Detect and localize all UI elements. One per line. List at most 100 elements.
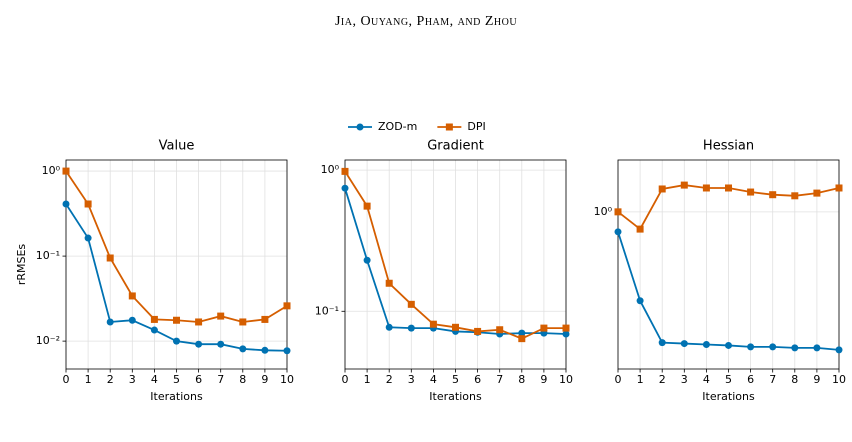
data-point (518, 329, 526, 337)
y-tick-label: 10⁰ (321, 163, 340, 176)
x-tick-label: 8 (239, 373, 246, 386)
legend-marker (445, 123, 453, 131)
plot-frame (617, 159, 840, 370)
data-point (614, 208, 622, 216)
x-tick-label: 8 (518, 373, 525, 386)
data-point (385, 279, 393, 287)
y-tick-label: 10⁻² (36, 334, 60, 347)
data-point (813, 189, 821, 197)
data-point (106, 254, 114, 262)
data-point (658, 185, 666, 193)
chart-title: Hessian (703, 139, 754, 154)
x-tick-label: 4 (430, 373, 437, 386)
data-point (62, 167, 70, 175)
data-point (84, 234, 92, 242)
data-point (283, 347, 291, 355)
x-tick-label: 0 (63, 373, 70, 386)
legend-label: DPI (467, 120, 485, 133)
x-tick-label: 9 (540, 373, 547, 386)
data-point (791, 344, 799, 352)
data-point (474, 327, 482, 335)
x-tick-label: 3 (129, 373, 136, 386)
x-tick-label: 0 (342, 373, 349, 386)
data-point (518, 335, 526, 343)
data-point (702, 341, 710, 349)
data-point (195, 340, 203, 348)
data-point (658, 339, 666, 347)
x-tick-label: 7 (769, 373, 776, 386)
data-point (261, 315, 269, 323)
data-point (363, 202, 371, 210)
x-tick-label: 3 (681, 373, 688, 386)
data-point (614, 228, 622, 236)
data-point (835, 184, 843, 192)
x-tick-label: 5 (173, 373, 180, 386)
x-tick-label: 6 (747, 373, 754, 386)
plot-frame (65, 159, 288, 370)
x-axis-label: Iterations (429, 390, 482, 403)
data-point (341, 167, 349, 175)
legend-label: ZOD-m (378, 120, 417, 133)
chart-title: Value (159, 139, 195, 154)
data-point (173, 316, 180, 324)
x-tick-label: 1 (364, 373, 371, 386)
x-tick-label: 2 (107, 373, 114, 386)
data-point (385, 323, 393, 331)
data-point (747, 188, 755, 196)
x-tick-label: 2 (386, 373, 393, 386)
data-point (562, 324, 570, 332)
x-tick-label: 9 (261, 373, 268, 386)
data-point (217, 312, 225, 320)
x-tick-label: 5 (452, 373, 459, 386)
data-point (150, 315, 158, 323)
data-point (62, 200, 70, 208)
data-point (128, 316, 136, 324)
data-point (835, 346, 843, 354)
x-tick-label: 7 (496, 373, 503, 386)
data-point (702, 184, 710, 192)
data-point (239, 318, 247, 326)
x-tick-label: 10 (832, 373, 846, 386)
x-tick-label: 5 (725, 373, 732, 386)
x-tick-label: 6 (195, 373, 202, 386)
data-point (769, 191, 777, 199)
data-point (452, 323, 459, 331)
data-point (791, 192, 799, 200)
x-tick-label: 7 (217, 373, 224, 386)
x-tick-label: 0 (615, 373, 622, 386)
data-point (217, 340, 225, 348)
x-tick-label: 10 (559, 373, 573, 386)
running-header: Jia, Ouyang, Pham, and Zhou (335, 14, 517, 29)
data-point (769, 343, 777, 351)
data-point (84, 200, 92, 208)
x-tick-label: 8 (791, 373, 798, 386)
data-point (813, 344, 821, 352)
data-point (680, 340, 688, 348)
data-point (283, 302, 291, 310)
x-tick-label: 1 (637, 373, 644, 386)
x-axis-label: Iterations (150, 390, 203, 403)
data-point (195, 318, 203, 326)
chart-title: Gradient (427, 139, 484, 154)
y-tick-label: 10⁰ (42, 164, 61, 177)
x-tick-label: 6 (474, 373, 481, 386)
data-point (747, 343, 755, 351)
data-point (363, 256, 371, 264)
data-point (173, 337, 180, 345)
data-point (407, 324, 415, 332)
y-tick-label: 10⁰ (594, 205, 613, 218)
data-point (341, 184, 349, 192)
x-axis-label: Iterations (702, 390, 755, 403)
y-tick-label: 10⁻¹ (315, 304, 339, 317)
data-point (429, 320, 437, 328)
y-tick-label: 10⁻¹ (36, 249, 60, 262)
data-point (239, 345, 247, 353)
data-point (636, 297, 644, 305)
data-point (562, 330, 570, 338)
data-point (725, 341, 732, 349)
y-axis-label: rRMSEs (15, 244, 28, 286)
data-point (680, 181, 688, 189)
x-tick-label: 10 (280, 373, 294, 386)
